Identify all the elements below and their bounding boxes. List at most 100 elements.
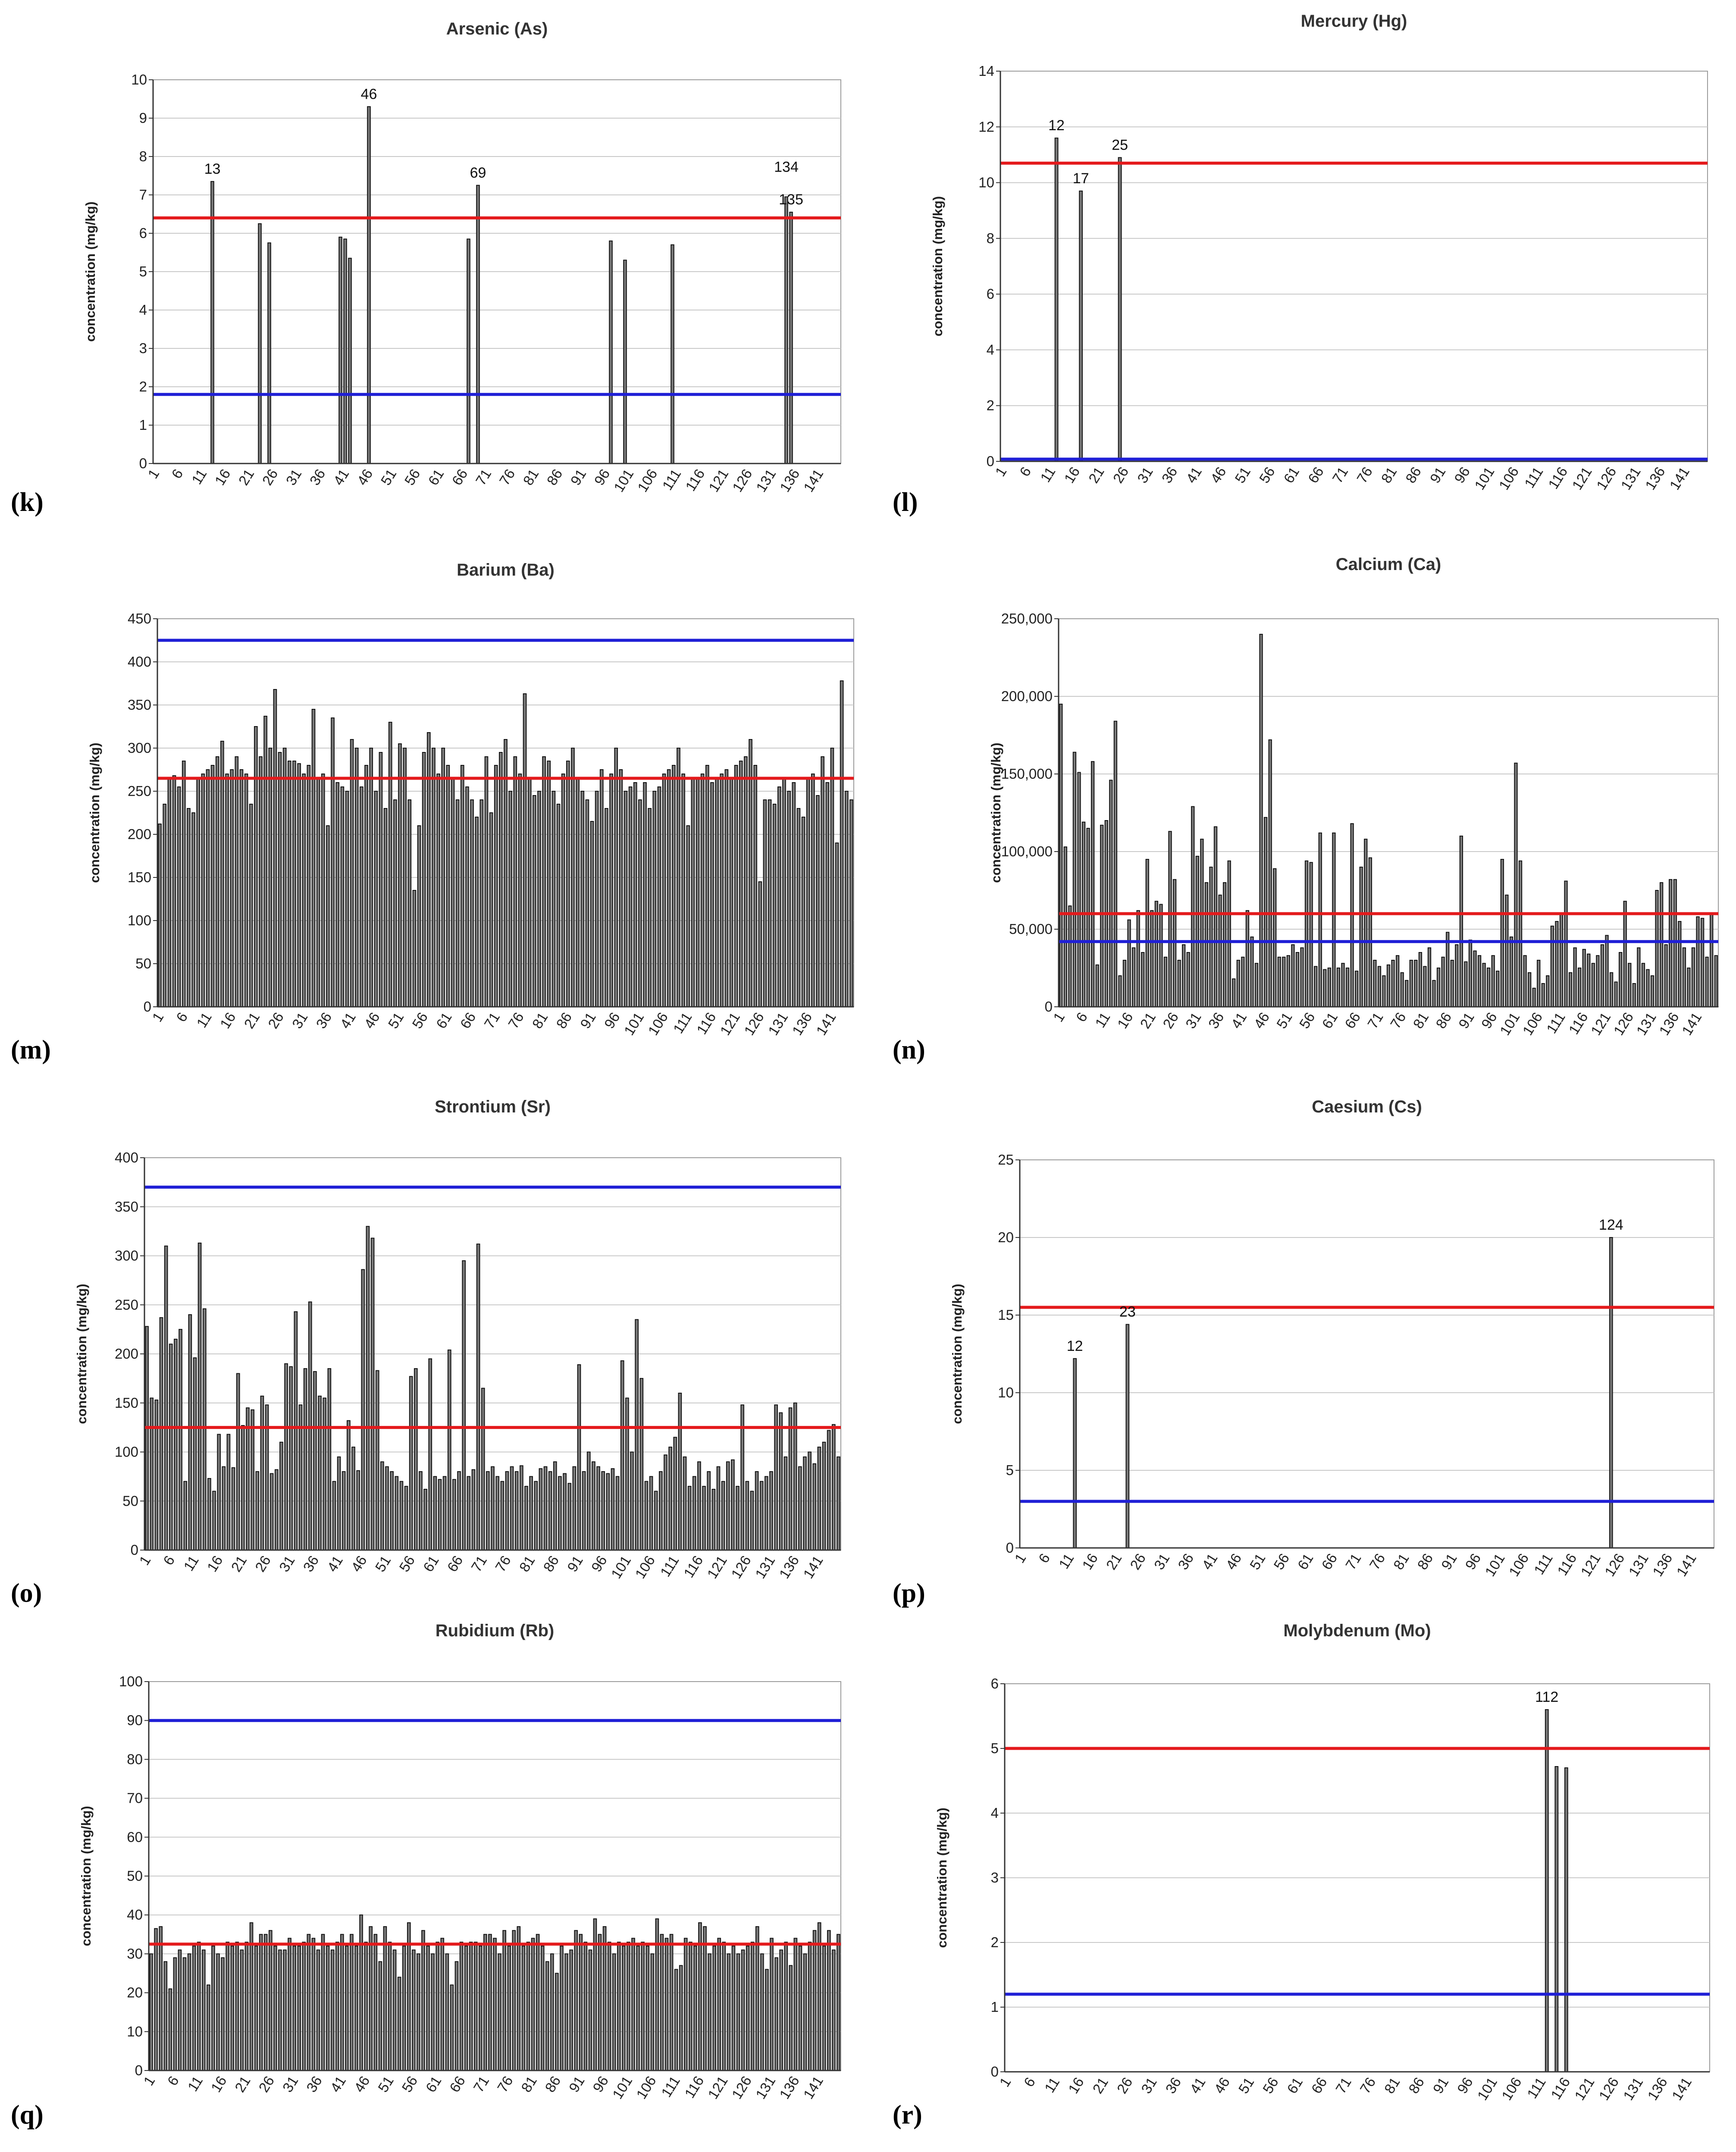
bar (1277, 956, 1281, 1008)
x-tick-label: 111 (1543, 1009, 1568, 1036)
x-tick-label: 121 (1577, 1551, 1604, 1579)
y-tick-label: 1 (991, 1999, 999, 2015)
bar (545, 1961, 549, 2071)
bar (673, 1437, 677, 1551)
bar (707, 1471, 711, 1551)
x-tick-label: 6 (1016, 464, 1034, 479)
bar (476, 1244, 480, 1551)
x-tick-label: 76 (492, 1553, 514, 1575)
x-tick-label: 101 (1471, 464, 1498, 492)
y-tick-label: 0 (144, 999, 151, 1015)
bar (1532, 987, 1536, 1008)
x-tick-label: 121 (1571, 2074, 1598, 2103)
bar (1650, 975, 1655, 1007)
bar (177, 786, 181, 1007)
x-tick-label: 11 (193, 1009, 215, 1031)
data-label: 12 (1067, 1338, 1083, 1354)
bar (1250, 937, 1254, 1007)
bar (660, 1934, 664, 2071)
x-tick-label: 136 (1656, 1009, 1682, 1038)
y-tick-label: 2 (987, 398, 994, 413)
x-tick-label: 76 (1354, 464, 1376, 486)
bar (736, 1486, 740, 1551)
bar (354, 748, 359, 1007)
bar (340, 786, 345, 1007)
bar (822, 1441, 826, 1551)
x-tick-label: 11 (188, 466, 210, 487)
x-tick-label: 141 (1679, 1009, 1705, 1038)
bar (267, 242, 271, 464)
bar (259, 1934, 263, 2071)
bar (783, 1456, 788, 1551)
bar (254, 1945, 258, 2071)
bar (473, 1942, 478, 2071)
bar (226, 1434, 231, 1551)
x-tick-label: 61 (1319, 1009, 1341, 1031)
x-tick-label: 71 (1329, 464, 1351, 486)
bar (288, 1938, 291, 2071)
bar (197, 1242, 202, 1551)
bar (1628, 963, 1632, 1007)
bar (724, 769, 729, 1007)
x-tick-label: 96 (1462, 1551, 1484, 1572)
x-tick-label: 71 (473, 466, 495, 488)
bar (173, 1957, 177, 2071)
bar (655, 1918, 659, 2071)
x-tick-label: 136 (776, 1553, 802, 1581)
x-tick-label: 61 (420, 1553, 442, 1575)
bar (512, 1930, 516, 2071)
bar (689, 1942, 693, 2071)
x-tick-label: 1 (1050, 1009, 1068, 1024)
bar (1068, 905, 1072, 1007)
bar (442, 1476, 447, 1551)
bar (779, 1412, 783, 1551)
x-tick-label: 81 (1410, 1009, 1432, 1031)
bar (831, 1424, 836, 1551)
bar (479, 799, 484, 1007)
bar (668, 1447, 672, 1551)
bar (593, 1918, 597, 2071)
bar (1354, 971, 1359, 1007)
data-label: 124 (1599, 1217, 1623, 1233)
x-tick-label: 111 (1521, 464, 1546, 491)
x-tick-label: 136 (776, 2073, 802, 2102)
bar (1182, 944, 1186, 1007)
bar (612, 1953, 616, 2071)
bar (489, 812, 493, 1007)
bar (683, 1456, 687, 1551)
x-tick-label: 41 (337, 1009, 359, 1031)
y-tick-label: 1 (139, 417, 147, 433)
bar (269, 1473, 274, 1551)
bar (513, 756, 517, 1007)
bar (1154, 901, 1159, 1007)
bar (279, 1441, 283, 1551)
data-label: 135 (779, 191, 803, 208)
bar (631, 1938, 635, 2071)
x-tick-label: 26 (1159, 1009, 1181, 1031)
bar (1455, 944, 1459, 1007)
x-tick-label: 31 (1134, 464, 1156, 486)
bar (268, 748, 273, 1007)
bar (1710, 913, 1714, 1007)
bar (1678, 921, 1682, 1007)
bar (1136, 910, 1140, 1008)
bar (216, 1953, 220, 2071)
x-tick-label: 96 (601, 1009, 623, 1031)
bar (679, 1965, 683, 2071)
bar (529, 1476, 533, 1551)
bar (206, 769, 210, 1007)
chart-title: Calcium (Ca) (1336, 555, 1441, 574)
bar (669, 1934, 674, 2071)
bar (1159, 904, 1163, 1007)
bar (726, 1461, 730, 1551)
x-tick-label: 31 (276, 1553, 298, 1575)
bar (445, 1953, 449, 2071)
bar (255, 1471, 260, 1551)
x-tick-label: 141 (813, 1009, 839, 1038)
bar (486, 1471, 490, 1551)
x-tick-label: 56 (1270, 1551, 1292, 1572)
bar (409, 1376, 413, 1551)
bar (1537, 960, 1541, 1007)
